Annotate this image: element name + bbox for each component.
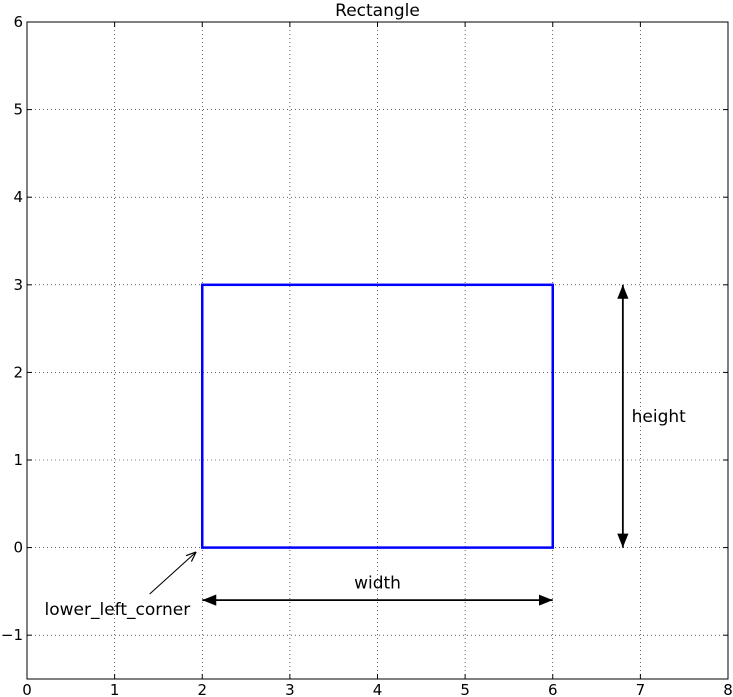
- x-tick-label: 8: [723, 681, 733, 697]
- ticks: 0 1 2 3 4 5 6 7 8 −1 0 1 2 3 4 5 6: [1, 13, 733, 697]
- lower-left-corner-arrow: [149, 552, 196, 595]
- height-label: height: [632, 407, 687, 427]
- x-tick-label: 3: [285, 681, 295, 697]
- x-tick-label: 2: [197, 681, 207, 697]
- y-tick-label: 6: [13, 13, 23, 31]
- x-tick-label: 1: [110, 681, 120, 697]
- y-tick-label: 5: [13, 101, 23, 119]
- y-tick-label: 2: [13, 363, 23, 381]
- y-tick-label: 3: [13, 276, 23, 294]
- chart-title: Rectangle: [335, 1, 420, 21]
- rectangle: [201, 283, 554, 549]
- x-tick-label: 5: [460, 681, 470, 697]
- lower-left-corner-label: lower_left_corner: [45, 600, 191, 620]
- y-tick-label: 1: [13, 451, 23, 469]
- x-tick-label: 6: [548, 681, 558, 697]
- y-tick-label: 4: [13, 188, 23, 206]
- width-label: width: [354, 574, 401, 594]
- y-tick-label: 0: [13, 539, 23, 557]
- x-tick-label: 0: [22, 681, 32, 697]
- y-tick-label: −1: [1, 626, 23, 644]
- x-tick-label: 4: [373, 681, 383, 697]
- x-tick-label: 7: [636, 681, 646, 697]
- marks: width height lower_left_corner: [45, 283, 687, 620]
